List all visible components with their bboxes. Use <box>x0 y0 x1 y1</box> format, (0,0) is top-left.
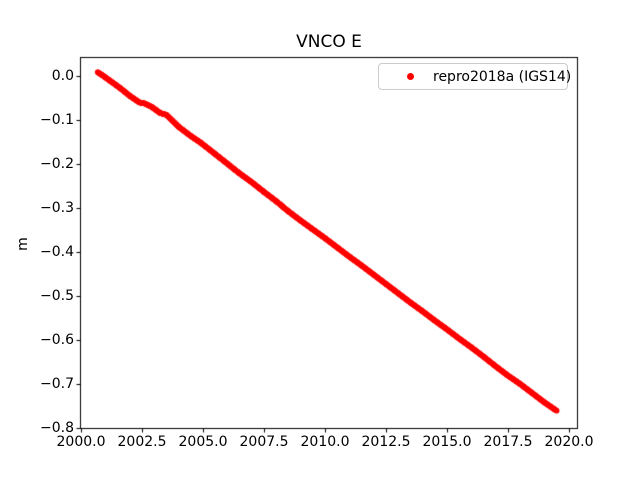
legend-label: repro2018a (IGS14) <box>433 68 572 85</box>
y-tick-label: 0.0 <box>51 68 74 84</box>
chart-title: VNCO E <box>296 32 362 52</box>
x-tick-label: 2007.5 <box>239 434 289 450</box>
y-axis-label: m <box>15 237 31 251</box>
y-tick-label: −0.6 <box>40 332 74 348</box>
x-tick-label: 2012.5 <box>361 434 411 450</box>
legend-marker-dot-icon <box>407 73 414 80</box>
x-tick-label: 2017.5 <box>483 434 533 450</box>
x-tick-label: 2005.0 <box>178 434 228 450</box>
y-tick-label: −0.5 <box>40 288 74 304</box>
y-tick-label: −0.7 <box>40 376 74 392</box>
legend: repro2018a (IGS14) <box>378 63 572 90</box>
y-tick-label: −0.8 <box>40 420 74 436</box>
x-tick-label: 2000.0 <box>56 434 106 450</box>
x-tick-label: 2002.5 <box>117 434 167 450</box>
y-tick-label: −0.2 <box>40 156 74 172</box>
y-tick-label: −0.1 <box>40 112 74 128</box>
y-tick-label: −0.4 <box>40 244 74 260</box>
x-tick-label: 2010.0 <box>300 434 350 450</box>
x-tick-label: 2015.0 <box>422 434 472 450</box>
y-tick-label: −0.3 <box>40 200 74 216</box>
x-tick-label: 2020.0 <box>544 434 594 450</box>
